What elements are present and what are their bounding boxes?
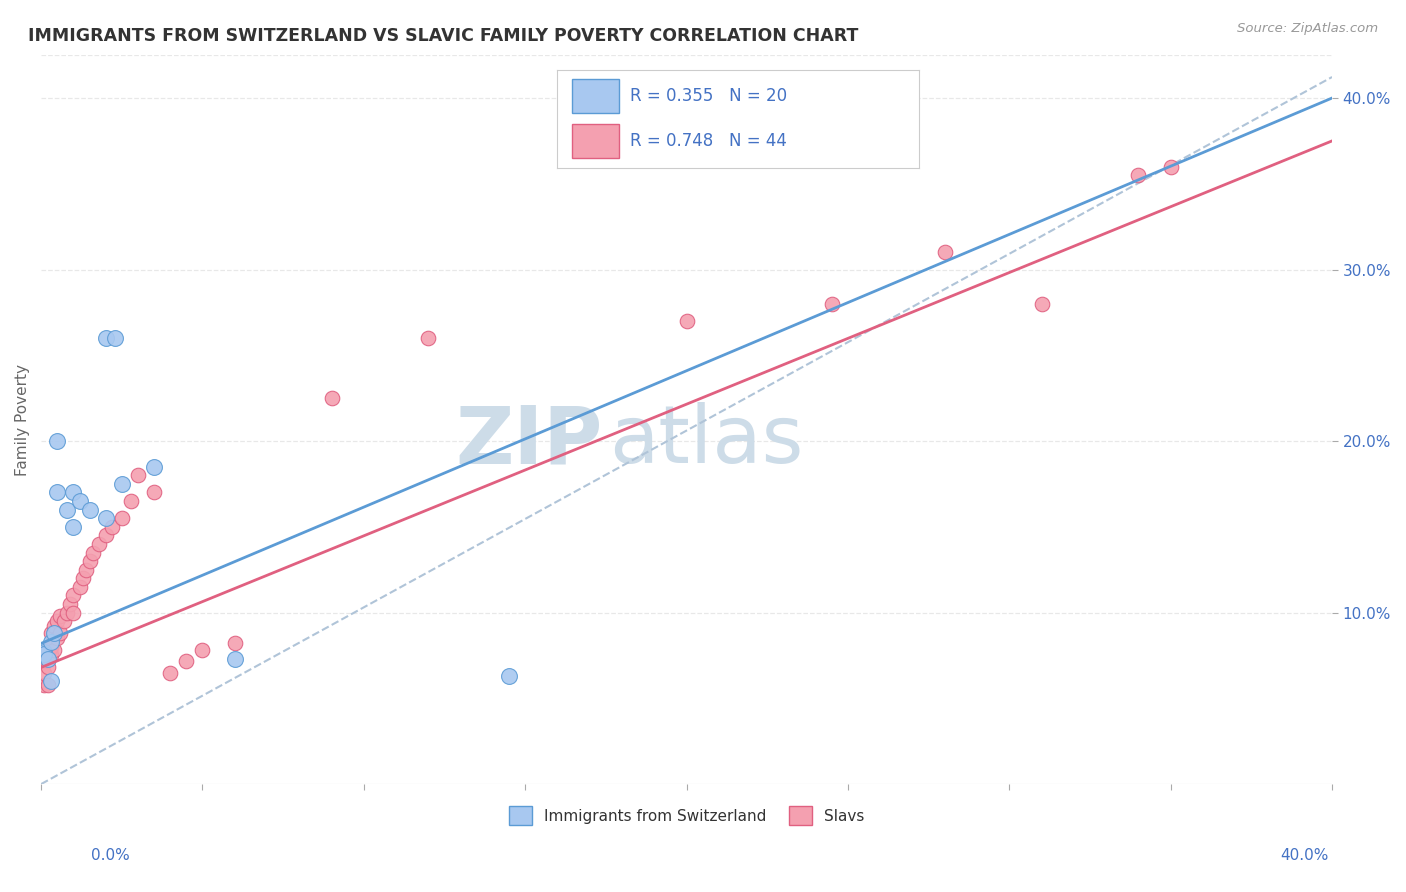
Point: [69, 580, 91, 594]
Point: [75, 563, 97, 577]
Point: [121, 494, 143, 508]
Point: [224, 636, 246, 650]
Point: [56, 606, 79, 620]
Point: [37, 677, 59, 691]
Point: [104, 331, 127, 345]
Point: [37, 660, 59, 674]
Point: [39, 674, 62, 689]
Point: [143, 459, 166, 474]
Text: 40.0%: 40.0%: [1281, 848, 1329, 863]
Text: ZIP: ZIP: [456, 402, 603, 481]
Point: [42, 619, 65, 633]
Point: [498, 669, 520, 683]
Point: [39, 640, 62, 654]
Point: [934, 245, 956, 260]
Point: [46, 632, 69, 646]
Point: [143, 485, 166, 500]
Point: [39, 626, 62, 640]
Point: [89, 537, 111, 551]
Point: [224, 652, 246, 666]
Point: [39, 634, 62, 648]
Point: [111, 511, 134, 525]
Point: [127, 468, 149, 483]
Point: [94, 528, 117, 542]
Point: [821, 297, 844, 311]
Point: [62, 606, 84, 620]
Point: [82, 545, 104, 559]
Point: [176, 654, 198, 668]
Point: [62, 588, 84, 602]
Point: [159, 665, 181, 680]
Point: [94, 331, 117, 345]
Point: [418, 331, 440, 345]
Point: [59, 597, 82, 611]
Point: [34, 647, 56, 661]
Point: [34, 645, 56, 659]
Point: [37, 652, 59, 666]
Y-axis label: Family Poverty: Family Poverty: [15, 364, 30, 475]
Point: [46, 485, 69, 500]
Point: [79, 554, 101, 568]
Point: [62, 520, 84, 534]
Point: [1031, 297, 1053, 311]
Point: [62, 485, 84, 500]
Text: 0.0%: 0.0%: [91, 848, 131, 863]
Point: [56, 502, 79, 516]
Point: [1128, 168, 1150, 182]
Point: [34, 654, 56, 668]
Point: [1160, 160, 1182, 174]
Point: [49, 626, 72, 640]
Point: [34, 677, 56, 691]
Point: [321, 391, 343, 405]
Point: [39, 648, 62, 663]
Point: [111, 477, 134, 491]
Point: [675, 314, 697, 328]
Point: [34, 665, 56, 680]
Text: atlas: atlas: [609, 402, 803, 481]
Point: [94, 511, 117, 525]
Point: [42, 626, 65, 640]
Point: [42, 643, 65, 657]
Point: [79, 502, 101, 516]
Point: [69, 494, 91, 508]
Point: [101, 520, 124, 534]
Point: [49, 609, 72, 624]
Point: [46, 614, 69, 628]
Point: [52, 614, 75, 628]
Text: Source: ZipAtlas.com: Source: ZipAtlas.com: [1237, 22, 1378, 36]
Text: IMMIGRANTS FROM SWITZERLAND VS SLAVIC FAMILY POVERTY CORRELATION CHART: IMMIGRANTS FROM SWITZERLAND VS SLAVIC FA…: [28, 27, 859, 45]
Point: [46, 434, 69, 448]
Point: [72, 571, 94, 585]
Point: [191, 643, 214, 657]
Point: [37, 643, 59, 657]
Legend: Immigrants from Switzerland, Slavs: Immigrants from Switzerland, Slavs: [502, 800, 870, 831]
